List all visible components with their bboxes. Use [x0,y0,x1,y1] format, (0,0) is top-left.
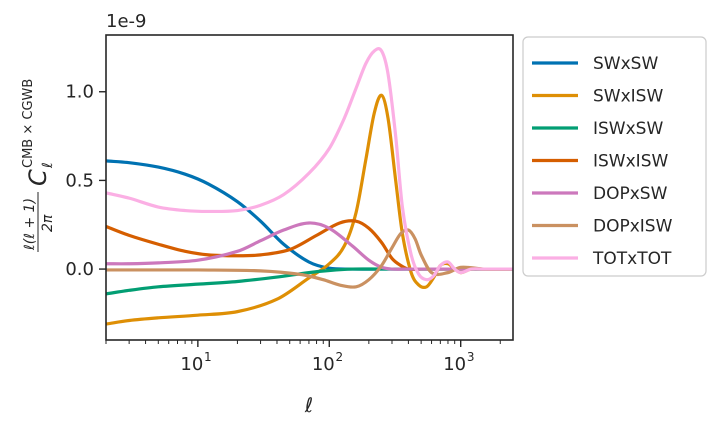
series-line-swxsw [106,159,513,271]
y-offset-text: 1e-9 [106,11,146,32]
x-tick-label: 10 [312,354,335,375]
x-tick-label: 10 [180,354,203,375]
legend-label-swxsw: SWxSW [593,54,658,74]
legend-label-dopxsw: DOPxSW [593,184,668,204]
x-tick-label: 10 [443,354,466,375]
x-axis-label: ℓ [304,393,313,417]
legend-label-dopxisw: DOPxISW [593,217,673,237]
y-tick-label: 0.0 [65,259,94,280]
series-line-dopxsw [106,221,513,271]
x-tick-label-exponent: 2 [335,350,343,364]
series-layer [106,47,513,326]
legend-label-iswxsw: ISWxSW [593,119,663,139]
legend: SWxSW SWxISW ISWxSW ISWxISW DOPxSW DOPxISW TOT… [522,36,707,277]
y-label-symbol: C [24,169,52,186]
y-label-superscript: CMB × CGWB [21,79,36,168]
y-axis: 0.0 0.5 1.0 [65,82,106,280]
x-axis: 10 1 10 2 10 3 [105,340,501,375]
legend-label-totxtot: TOTxTOT [592,249,672,269]
legend-label-swxisw: SWxISW [593,87,663,107]
x-tick-label-exponent: 1 [204,350,212,364]
y-label-fraction-den: 2π [40,214,56,232]
x-axis-label-text: ℓ [304,393,313,417]
y-axis-label: ℓ(ℓ + 1) 2π C CMB × CGWB ℓ [21,79,56,252]
legend-label-iswxisw: ISWxISW [593,152,668,172]
y-tick-label: 1.0 [65,82,94,103]
series-line-totxtot [106,47,513,282]
plot-frame [105,34,514,341]
y-label-subscript: ℓ [40,162,56,169]
y-label-fraction-num: ℓ(ℓ + 1) [22,198,38,251]
series-line-dopxisw [106,228,513,289]
y-tick-label: 0.5 [65,170,94,191]
x-tick-label-exponent: 3 [467,350,475,364]
